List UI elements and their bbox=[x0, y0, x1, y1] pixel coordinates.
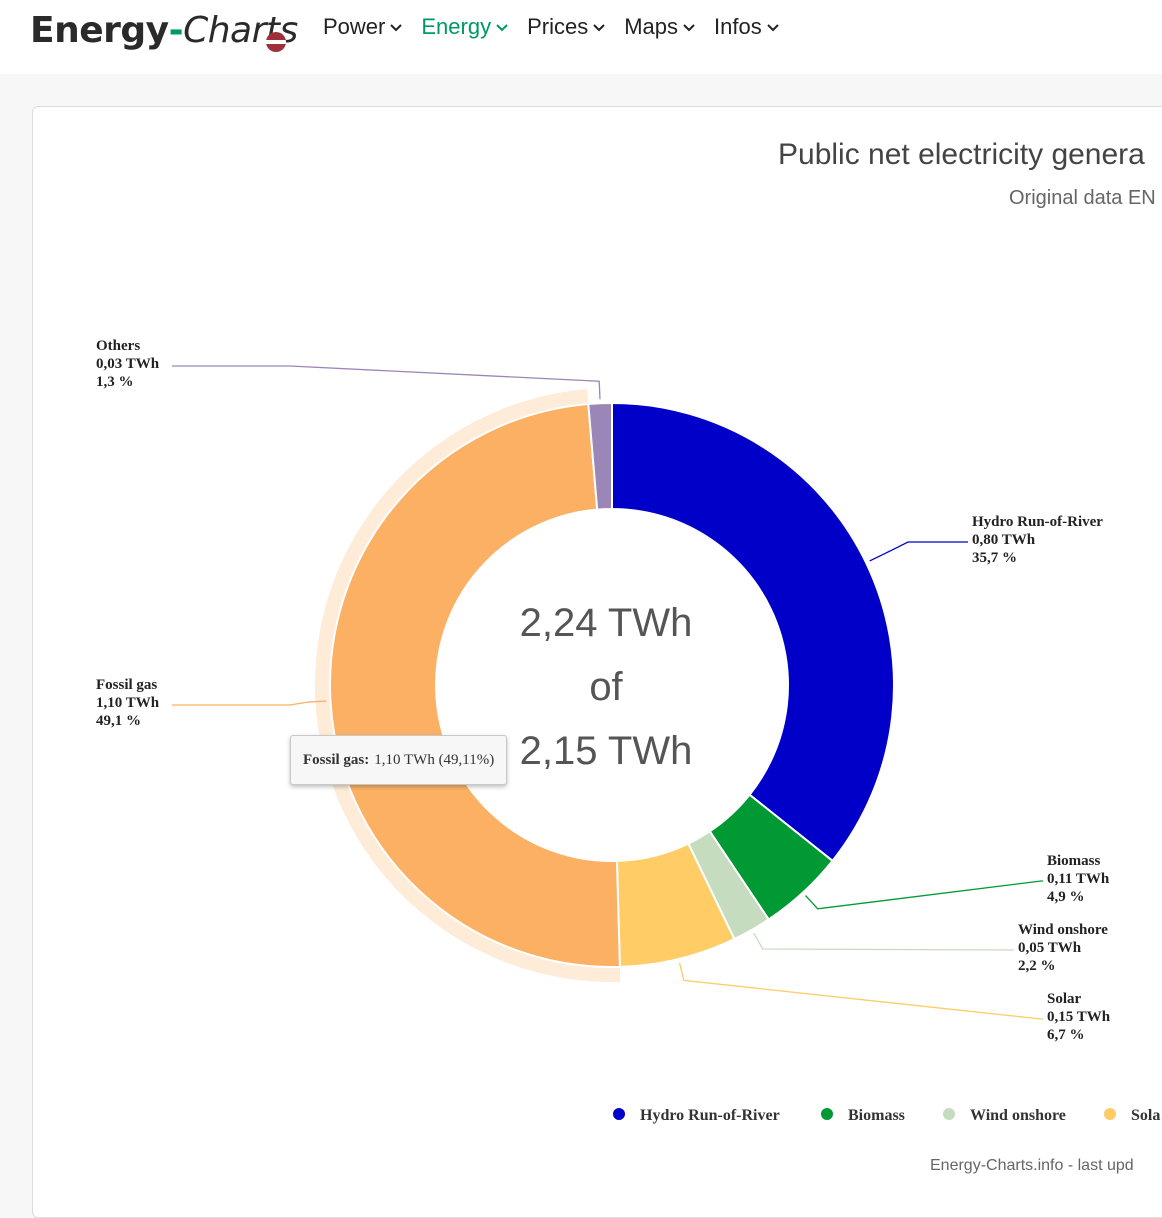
fossil-gas-label-percent: 49,1 % bbox=[96, 713, 141, 729]
chart-credit: Energy-Charts.info - last upd bbox=[930, 1157, 1134, 1174]
hydro-run-of-river-slice[interactable] bbox=[611, 402, 895, 862]
fossil-gas-label-value: 1,10 TWh bbox=[96, 695, 160, 711]
biomass-label-percent: 4,9 % bbox=[1047, 889, 1085, 905]
legend-wind-onshore-marker bbox=[943, 1108, 955, 1120]
chart-subtitle: Original data EN bbox=[1009, 187, 1156, 209]
center-reference-label: 2,15 TWh bbox=[520, 729, 693, 773]
center-total-label: 2,24 TWh bbox=[520, 601, 693, 645]
chevron-down-icon bbox=[593, 24, 605, 32]
chart-title: Public net electricity genera bbox=[778, 138, 1145, 171]
legend-hydro-run-of-river-marker bbox=[613, 1108, 625, 1120]
biomass-label-name: Biomass bbox=[1047, 853, 1101, 869]
tooltip-value: 1,10 TWh (49,11%) bbox=[374, 751, 495, 768]
chart-card bbox=[32, 106, 1162, 1218]
nav-energy-label: Energy bbox=[421, 14, 492, 39]
logo-text-energy: Energy bbox=[30, 10, 169, 51]
nav-energy[interactable]: Energy bbox=[421, 14, 509, 40]
fossil-gas-slice[interactable] bbox=[329, 402, 621, 968]
biomass-label-value: 0,11 TWh bbox=[1047, 871, 1110, 887]
biomass-connector-line bbox=[805, 880, 1043, 910]
others-label-percent: 1,3 % bbox=[96, 374, 134, 390]
logo-dash: - bbox=[168, 10, 184, 51]
solar-connector-line bbox=[678, 962, 1043, 1020]
chevron-down-icon bbox=[390, 24, 403, 32]
hydro-run-of-river-label-name: Hydro Run-of-River bbox=[972, 514, 1103, 530]
fossil-gas-connector-line bbox=[172, 700, 327, 706]
wind-onshore-label-percent: 2,2 % bbox=[1018, 958, 1056, 974]
others-label-name: Others bbox=[96, 338, 140, 354]
nav-maps[interactable]: Maps bbox=[624, 14, 696, 40]
fossil-gas-label-name: Fossil gas bbox=[96, 677, 157, 693]
nav-prices-label: Prices bbox=[527, 14, 589, 39]
nav-maps-label: Maps bbox=[624, 14, 678, 39]
nav-infos-label: Infos bbox=[714, 14, 762, 39]
tooltip-series-name: Fossil gas: bbox=[303, 751, 370, 768]
chart-tooltip: Fossil gas: 1,10 TWh (49,11%) bbox=[290, 735, 508, 785]
legend-hydro-run-of-river-label[interactable]: Hydro Run-of-River bbox=[640, 1107, 780, 1124]
solar-label-name: Solar bbox=[1047, 991, 1082, 1007]
chevron-down-icon bbox=[496, 24, 508, 32]
chevron-down-icon bbox=[683, 24, 695, 32]
legend-biomass-label[interactable]: Biomass bbox=[848, 1107, 905, 1124]
legend-wind-onshore-label[interactable]: Wind onshore bbox=[970, 1107, 1066, 1124]
nav-power-label: Power bbox=[323, 14, 386, 39]
top-navigation-bar: Energy-Charts Power Energy Prices Maps I… bbox=[0, 0, 1162, 74]
solar-label-percent: 6,7 % bbox=[1047, 1027, 1085, 1043]
hydro-run-of-river-label-percent: 35,7 % bbox=[972, 550, 1017, 566]
latvia-flag-icon[interactable] bbox=[266, 32, 286, 52]
nav-infos[interactable]: Infos bbox=[714, 14, 780, 40]
wind-onshore-connector-line bbox=[753, 933, 1014, 951]
wind-onshore-label-value: 0,05 TWh bbox=[1018, 940, 1082, 956]
others-connector-line bbox=[172, 365, 601, 400]
others-slice[interactable] bbox=[587, 402, 613, 511]
nav-power[interactable]: Power bbox=[323, 14, 403, 40]
hydro-run-of-river-connector-line bbox=[869, 541, 968, 562]
solar-label-value: 0,15 TWh bbox=[1047, 1009, 1111, 1025]
main-menu: Power Energy Prices Maps Infos bbox=[323, 14, 780, 40]
nav-prices[interactable]: Prices bbox=[527, 14, 606, 40]
center-of-label: of bbox=[589, 665, 623, 709]
legend-sola-label[interactable]: Sola bbox=[1131, 1107, 1160, 1124]
hydro-run-of-river-label-value: 0,80 TWh bbox=[972, 532, 1036, 548]
wind-onshore-label-name: Wind onshore bbox=[1018, 922, 1108, 938]
legend-sola-marker bbox=[1104, 1108, 1116, 1120]
energy-charts-logo[interactable]: Energy-Charts bbox=[30, 10, 298, 51]
others-label-value: 0,03 TWh bbox=[96, 356, 160, 372]
chevron-down-icon bbox=[766, 24, 779, 32]
legend-biomass-marker bbox=[821, 1108, 833, 1120]
